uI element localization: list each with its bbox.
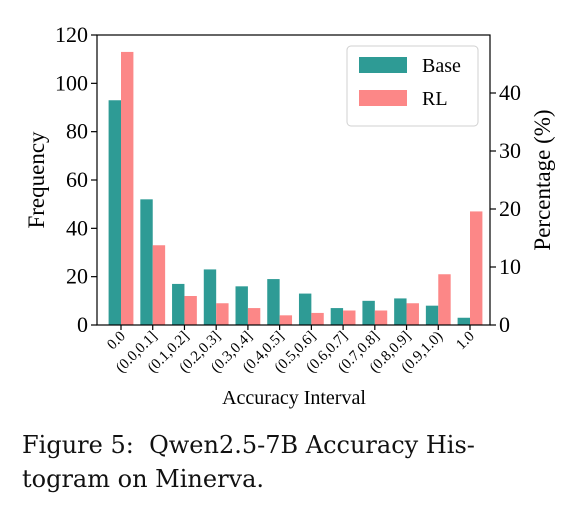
x-axis: 0.0(0.0,0.1](0.1,0.2](0.2,0.3](0.3,0.4](…	[104, 325, 478, 376]
bar-base-1	[140, 199, 153, 325]
bar-rl-6	[311, 312, 324, 325]
y-right-tick-label: 30	[499, 138, 521, 163]
legend-swatch-base	[359, 57, 407, 73]
y-right-tick-label: 20	[499, 196, 521, 221]
bar-rl-9	[406, 303, 419, 325]
bar-rl-2	[184, 296, 197, 325]
bar-rl-5	[279, 315, 293, 325]
y-tick-label: 0	[77, 312, 88, 337]
x-axis-label: Accuracy Interval	[222, 387, 366, 409]
bars-layer	[108, 51, 483, 326]
bar-base-5	[267, 279, 280, 325]
bar-base-10	[425, 305, 439, 325]
bar-rl-3	[216, 303, 229, 325]
bar-rl-1	[152, 245, 166, 325]
bar-base-8	[362, 300, 375, 325]
legend-label-base: Base	[422, 55, 461, 77]
y-tick-label: 120	[55, 22, 88, 47]
bar-rl-7	[343, 310, 356, 325]
bar-rl-10	[438, 274, 451, 325]
y-axis-label: Frequency	[24, 131, 49, 229]
figure-caption: Figure 5: Qwen2.5-7B Accuracy His- togra…	[22, 428, 552, 496]
x-tick-label: 1.0	[453, 329, 478, 354]
y-right-tick-label: 10	[499, 254, 521, 279]
bar-base-6	[298, 293, 312, 325]
bar-rl-0	[121, 51, 134, 326]
bar-rl-4	[247, 308, 261, 325]
caption-line-2: togram on Minerva.	[22, 465, 265, 493]
y-tick-label: 40	[66, 215, 88, 240]
y-axis-right-label: Percentage (%)	[530, 109, 555, 250]
bar-base-11	[457, 317, 470, 325]
y-tick-label: 20	[66, 264, 88, 289]
accuracy-histogram-chart: 0 20 40 60 80 100 120 0 10 20 30 40 0.0(0.0,0.1](0…	[24, 22, 555, 409]
bar-rl-8	[374, 310, 388, 325]
y-tick-label: 60	[66, 167, 88, 192]
bar-base-4	[235, 286, 248, 325]
y-right-tick-label: 40	[499, 80, 521, 105]
right-axis: 0 10 20 30 40	[490, 80, 521, 337]
legend-label-rl: RL	[422, 88, 448, 110]
bar-base-0	[108, 100, 121, 325]
y-tick-label: 80	[66, 119, 88, 144]
bar-rl-11	[470, 211, 483, 325]
bar-base-7	[330, 308, 344, 325]
bar-base-2	[172, 283, 185, 325]
y-tick-label: 100	[55, 70, 88, 95]
legend: Base RL	[346, 45, 479, 127]
bar-base-3	[203, 269, 217, 325]
y-right-tick-label: 0	[499, 312, 510, 337]
legend-swatch-rl	[359, 90, 407, 106]
left-axis: 0 20 40 60 80 100 120	[55, 22, 97, 337]
bar-base-9	[394, 298, 407, 325]
x-tick-label: 0.0	[104, 329, 129, 354]
caption-line-1: Figure 5: Qwen2.5-7B Accuracy His-	[22, 431, 475, 459]
